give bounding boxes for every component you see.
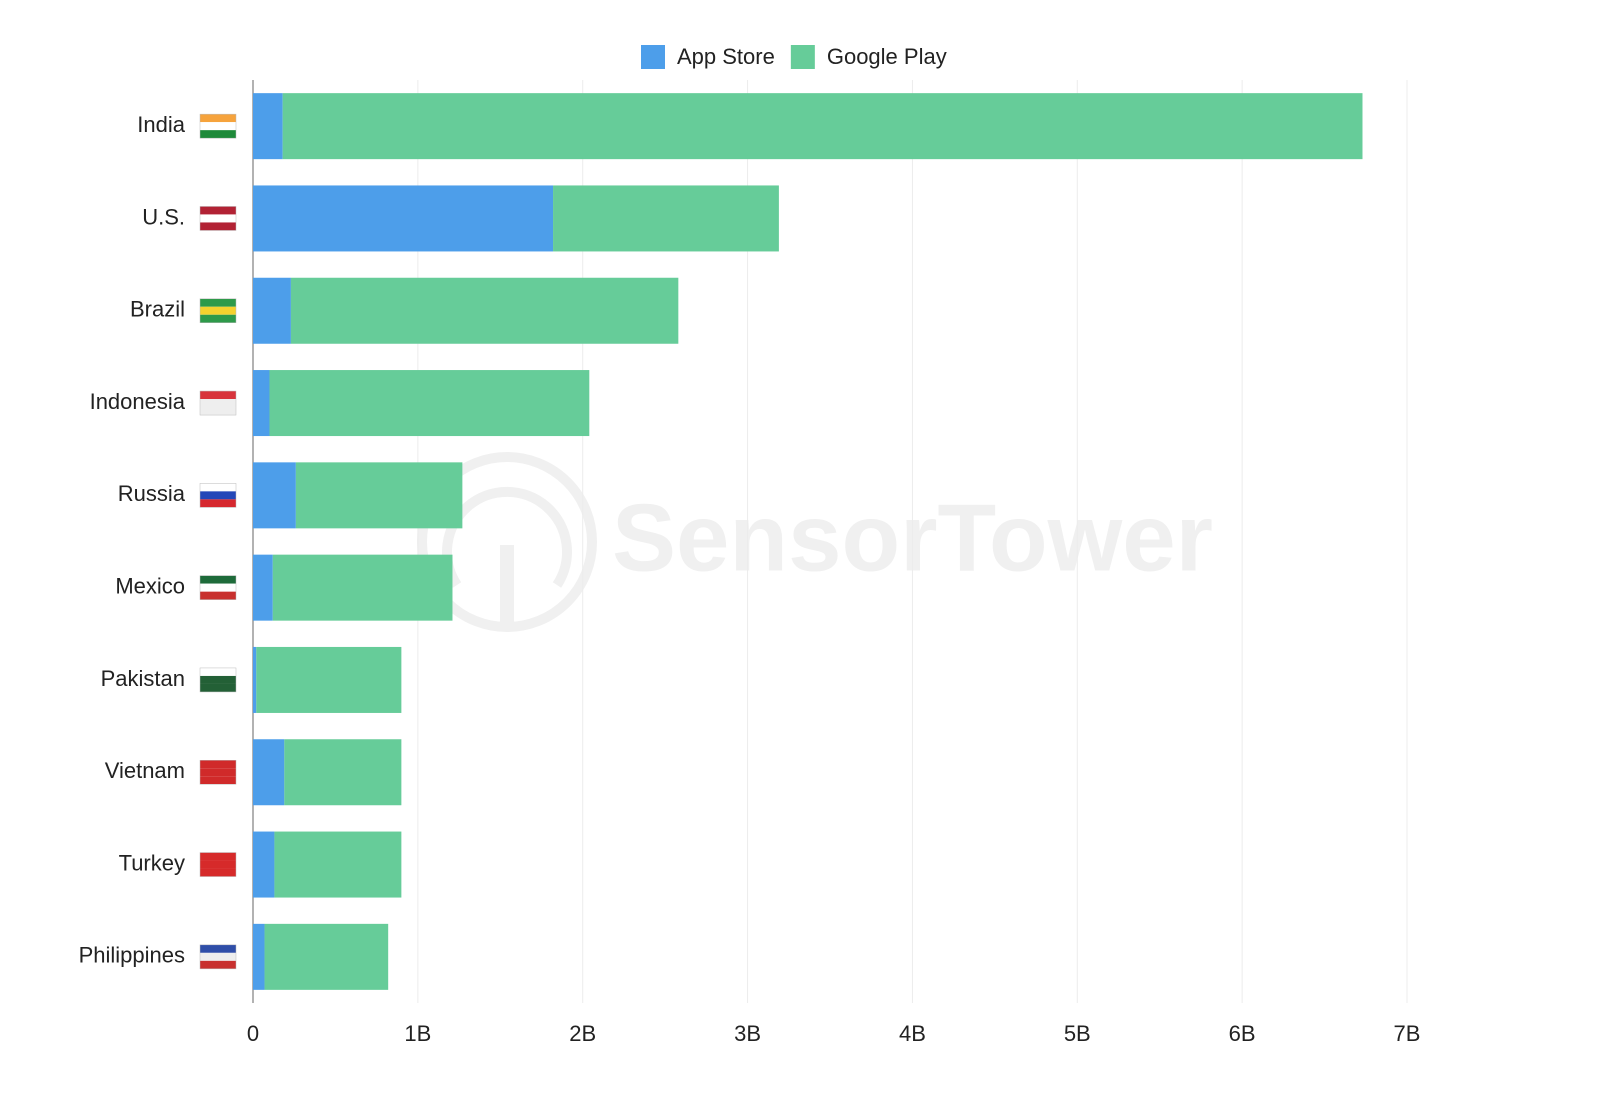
y-tick-label: Mexico (115, 573, 185, 598)
flag-stripe (200, 575, 236, 584)
x-tick-label: 1B (404, 1021, 431, 1046)
flag-icon (199, 390, 237, 416)
flag-stripe (200, 491, 236, 500)
flag-stripe (200, 960, 236, 969)
flag-stripe (200, 399, 236, 408)
flag-stripe (200, 852, 236, 861)
y-tick-label: Philippines (79, 943, 185, 968)
flag-border (199, 390, 237, 416)
flag-icon (199, 575, 237, 600)
watermark-logo (417, 452, 597, 632)
flag-stripe (200, 683, 236, 692)
bar-segment (295, 462, 463, 529)
bar-segment (253, 93, 283, 160)
flag-icon (199, 206, 237, 231)
x-tick-label: 5B (1064, 1021, 1091, 1046)
x-tick-label: 0 (247, 1021, 259, 1046)
y-tick-label: Russia (118, 481, 186, 506)
flag-stripe (200, 860, 236, 869)
flag-stripe (200, 483, 236, 492)
flag-stripe (200, 591, 236, 600)
y-tick-label: Turkey (119, 850, 185, 875)
flag-icon (199, 483, 237, 508)
x-tick-label: 6B (1229, 1021, 1256, 1046)
bar-segment (253, 739, 285, 806)
x-tick-label: 7B (1394, 1021, 1421, 1046)
flag-stripe (200, 499, 236, 508)
flag-stripe (200, 583, 236, 592)
flag-stripe (200, 298, 236, 307)
legend-label: Google Play (827, 44, 947, 69)
flag-stripe (200, 675, 236, 684)
flag-icon (199, 298, 237, 323)
flag-icon (199, 852, 237, 877)
flag-border (199, 575, 237, 600)
flag-border (199, 298, 237, 323)
bar-segment (253, 923, 265, 990)
flag-stripe (200, 214, 236, 223)
legend-label: App Store (677, 44, 775, 69)
x-tick-label: 3B (734, 1021, 761, 1046)
legend-swatch (641, 45, 665, 69)
bar-segment (282, 93, 1363, 160)
flag-border (199, 483, 237, 508)
flag-icon (199, 760, 237, 785)
bar-segment (253, 554, 273, 621)
flag-stripe (200, 944, 236, 953)
bar-segment (253, 831, 275, 898)
x-tick-label: 4B (899, 1021, 926, 1046)
flag-stripe (200, 768, 236, 777)
flag-stripe (200, 407, 236, 416)
flag-stripe (200, 130, 236, 139)
bar-segment (253, 185, 554, 252)
flag-border (199, 944, 237, 970)
bar-segment (264, 923, 389, 990)
flag-border (199, 113, 237, 139)
flag-stripe (200, 667, 236, 676)
flag-border (199, 760, 237, 785)
flag-stripe (200, 760, 236, 769)
flag-border (199, 206, 237, 231)
bar-segment (253, 462, 296, 529)
bar-segment (256, 646, 402, 713)
y-tick-label: U.S. (142, 204, 185, 229)
flag-stripe (200, 391, 236, 400)
bar-segment (553, 185, 779, 252)
bar-segment (284, 739, 402, 806)
flag-stripe (200, 868, 236, 877)
flag-border (199, 852, 237, 877)
legend-swatch (790, 45, 815, 69)
bar-segment (253, 646, 257, 713)
x-tick-label: 2B (569, 1021, 596, 1046)
flag-border (199, 667, 237, 693)
flag-stripe (200, 306, 236, 315)
flag-stripe (200, 114, 236, 123)
flag-stripe (200, 952, 236, 961)
y-tick-label: India (137, 112, 185, 137)
flag-icon (199, 113, 237, 139)
flag-stripe (200, 776, 236, 785)
flag-icon (199, 944, 237, 970)
y-tick-label: Indonesia (90, 389, 186, 414)
bar-segment (253, 277, 291, 344)
y-tick-label: Brazil (130, 297, 185, 322)
y-tick-label: Vietnam (105, 758, 185, 783)
bar-segment (253, 370, 270, 437)
bar-segment (269, 370, 590, 437)
flag-icon (199, 667, 237, 693)
y-tick-label: Pakistan (101, 666, 185, 691)
flag-stripe (200, 314, 236, 323)
flag-stripe (200, 122, 236, 131)
bar-segment (290, 277, 679, 344)
bar-segment (274, 831, 402, 898)
flag-stripe (200, 206, 236, 215)
flag-stripe (200, 222, 236, 231)
bar-segment (272, 554, 453, 621)
